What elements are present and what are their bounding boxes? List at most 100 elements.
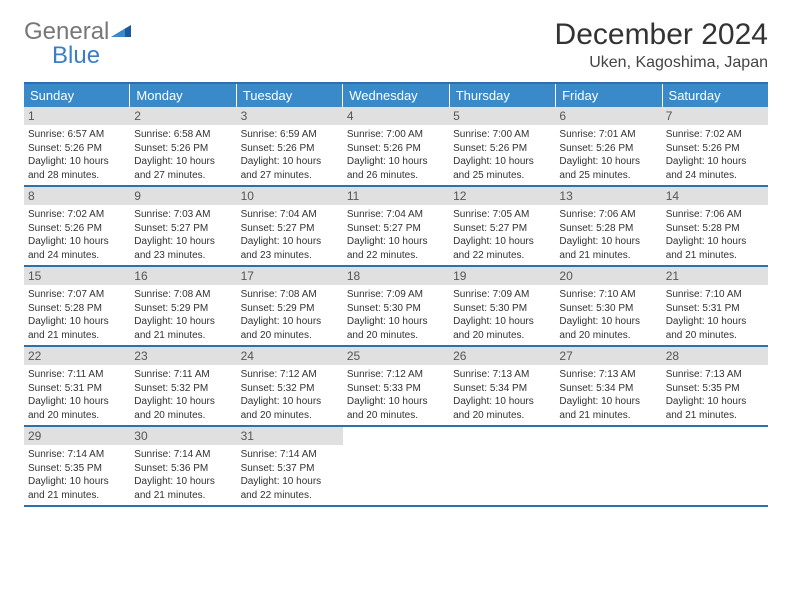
- day-details: Sunrise: 7:10 AMSunset: 5:31 PMDaylight:…: [662, 285, 768, 345]
- day-number: 29: [24, 427, 130, 445]
- daylight-text: Daylight: 10 hours and 23 minutes.: [134, 235, 232, 262]
- dayhead-mon: Monday: [130, 84, 236, 107]
- day-number: 11: [343, 187, 449, 205]
- day-number: 22: [24, 347, 130, 365]
- sunset-text: Sunset: 5:36 PM: [134, 462, 232, 476]
- dayhead-fri: Friday: [556, 84, 662, 107]
- day-cell: 22Sunrise: 7:11 AMSunset: 5:31 PMDayligh…: [24, 347, 130, 425]
- logo-flag-icon: [111, 23, 133, 41]
- sunrise-text: Sunrise: 7:13 AM: [453, 368, 551, 382]
- logo-text-blue: Blue: [52, 42, 100, 70]
- daylight-text: Daylight: 10 hours and 21 minutes.: [28, 475, 126, 502]
- daylight-text: Daylight: 10 hours and 20 minutes.: [134, 395, 232, 422]
- daylight-text: Daylight: 10 hours and 20 minutes.: [666, 315, 764, 342]
- sunset-text: Sunset: 5:35 PM: [28, 462, 126, 476]
- day-header-row: Sunday Monday Tuesday Wednesday Thursday…: [24, 84, 768, 107]
- sunset-text: Sunset: 5:32 PM: [134, 382, 232, 396]
- day-number: 4: [343, 107, 449, 125]
- day-cell: [662, 427, 768, 505]
- sunrise-text: Sunrise: 6:59 AM: [241, 128, 339, 142]
- daylight-text: Daylight: 10 hours and 20 minutes.: [241, 315, 339, 342]
- day-details: Sunrise: 7:06 AMSunset: 5:28 PMDaylight:…: [555, 205, 661, 265]
- day-number: 31: [237, 427, 343, 445]
- sunset-text: Sunset: 5:32 PM: [241, 382, 339, 396]
- sunset-text: Sunset: 5:26 PM: [241, 142, 339, 156]
- day-number: 9: [130, 187, 236, 205]
- sunset-text: Sunset: 5:27 PM: [134, 222, 232, 236]
- dayhead-sun: Sunday: [24, 84, 130, 107]
- sunset-text: Sunset: 5:28 PM: [559, 222, 657, 236]
- sunrise-text: Sunrise: 7:08 AM: [134, 288, 232, 302]
- dayhead-wed: Wednesday: [343, 84, 449, 107]
- daylight-text: Daylight: 10 hours and 20 minutes.: [347, 315, 445, 342]
- sunrise-text: Sunrise: 7:01 AM: [559, 128, 657, 142]
- sunrise-text: Sunrise: 7:03 AM: [134, 208, 232, 222]
- day-number: 16: [130, 267, 236, 285]
- sunrise-text: Sunrise: 7:14 AM: [241, 448, 339, 462]
- daylight-text: Daylight: 10 hours and 25 minutes.: [453, 155, 551, 182]
- day-cell: 13Sunrise: 7:06 AMSunset: 5:28 PMDayligh…: [555, 187, 661, 265]
- day-details: Sunrise: 7:08 AMSunset: 5:29 PMDaylight:…: [130, 285, 236, 345]
- sunrise-text: Sunrise: 7:04 AM: [347, 208, 445, 222]
- day-cell: 21Sunrise: 7:10 AMSunset: 5:31 PMDayligh…: [662, 267, 768, 345]
- day-details: Sunrise: 7:13 AMSunset: 5:35 PMDaylight:…: [662, 365, 768, 425]
- day-cell: 3Sunrise: 6:59 AMSunset: 5:26 PMDaylight…: [237, 107, 343, 185]
- day-details: Sunrise: 7:08 AMSunset: 5:29 PMDaylight:…: [237, 285, 343, 345]
- sunset-text: Sunset: 5:26 PM: [453, 142, 551, 156]
- day-cell: 23Sunrise: 7:11 AMSunset: 5:32 PMDayligh…: [130, 347, 236, 425]
- week-row: 1Sunrise: 6:57 AMSunset: 5:26 PMDaylight…: [24, 107, 768, 187]
- daylight-text: Daylight: 10 hours and 20 minutes.: [347, 395, 445, 422]
- daylight-text: Daylight: 10 hours and 24 minutes.: [28, 235, 126, 262]
- day-details: Sunrise: 7:06 AMSunset: 5:28 PMDaylight:…: [662, 205, 768, 265]
- daylight-text: Daylight: 10 hours and 24 minutes.: [666, 155, 764, 182]
- sunset-text: Sunset: 5:30 PM: [559, 302, 657, 316]
- day-number: 8: [24, 187, 130, 205]
- daylight-text: Daylight: 10 hours and 21 minutes.: [559, 235, 657, 262]
- sunset-text: Sunset: 5:34 PM: [559, 382, 657, 396]
- day-details: Sunrise: 7:00 AMSunset: 5:26 PMDaylight:…: [449, 125, 555, 185]
- day-details: Sunrise: 7:10 AMSunset: 5:30 PMDaylight:…: [555, 285, 661, 345]
- sunset-text: Sunset: 5:26 PM: [347, 142, 445, 156]
- sunset-text: Sunset: 5:28 PM: [666, 222, 764, 236]
- day-number: 1: [24, 107, 130, 125]
- daylight-text: Daylight: 10 hours and 20 minutes.: [453, 315, 551, 342]
- day-details: Sunrise: 7:13 AMSunset: 5:34 PMDaylight:…: [555, 365, 661, 425]
- day-cell: 15Sunrise: 7:07 AMSunset: 5:28 PMDayligh…: [24, 267, 130, 345]
- sunset-text: Sunset: 5:27 PM: [241, 222, 339, 236]
- day-cell: 10Sunrise: 7:04 AMSunset: 5:27 PMDayligh…: [237, 187, 343, 265]
- day-number: 30: [130, 427, 236, 445]
- daylight-text: Daylight: 10 hours and 27 minutes.: [134, 155, 232, 182]
- daylight-text: Daylight: 10 hours and 21 minutes.: [559, 395, 657, 422]
- daylight-text: Daylight: 10 hours and 21 minutes.: [28, 315, 126, 342]
- day-details: Sunrise: 7:04 AMSunset: 5:27 PMDaylight:…: [343, 205, 449, 265]
- day-number: 25: [343, 347, 449, 365]
- sunrise-text: Sunrise: 7:10 AM: [666, 288, 764, 302]
- dayhead-sat: Saturday: [663, 84, 768, 107]
- week-row: 22Sunrise: 7:11 AMSunset: 5:31 PMDayligh…: [24, 347, 768, 427]
- day-number: 27: [555, 347, 661, 365]
- dayhead-thu: Thursday: [450, 84, 556, 107]
- sunrise-text: Sunrise: 7:14 AM: [134, 448, 232, 462]
- dayhead-tue: Tuesday: [237, 84, 343, 107]
- day-cell: [555, 427, 661, 505]
- daylight-text: Daylight: 10 hours and 23 minutes.: [241, 235, 339, 262]
- day-cell: 12Sunrise: 7:05 AMSunset: 5:27 PMDayligh…: [449, 187, 555, 265]
- sunrise-text: Sunrise: 7:09 AM: [347, 288, 445, 302]
- sunset-text: Sunset: 5:29 PM: [241, 302, 339, 316]
- week-row: 29 Sunrise: 7:14 AM Sunset: 5:35 PMDayligh…: [24, 427, 768, 507]
- day-details: Sunrise: 6:57 AMSunset: 5:26 PMDaylight:…: [24, 125, 130, 185]
- day-details: Sunrise: 7:09 AMSunset: 5:30 PMDaylight:…: [343, 285, 449, 345]
- day-details: Sunrise: 6:58 AMSunset: 5:26 PMDaylight:…: [130, 125, 236, 185]
- daylight-text: Daylight: 10 hours and 20 minutes.: [241, 395, 339, 422]
- day-details: Sunrise: 7:02 AMSunset: 5:26 PMDaylight:…: [24, 205, 130, 265]
- day-number: 5: [449, 107, 555, 125]
- day-number: 28: [662, 347, 768, 365]
- daylight-text: Daylight: 10 hours and 22 minutes.: [453, 235, 551, 262]
- sunset-text: Sunset: 5:26 PM: [559, 142, 657, 156]
- day-cell: 28Sunrise: 7:13 AMSunset: 5:35 PMDayligh…: [662, 347, 768, 425]
- sunrise-text: Sunrise: 7:02 AM: [28, 208, 126, 222]
- day-cell: 8Sunrise: 7:02 AMSunset: 5:26 PMDaylight…: [24, 187, 130, 265]
- daylight-text: Daylight: 10 hours and 28 minutes.: [28, 155, 126, 182]
- daylight-text: Daylight: 10 hours and 20 minutes.: [559, 315, 657, 342]
- sunrise-text: Sunrise: 6:57 AM: [28, 128, 126, 142]
